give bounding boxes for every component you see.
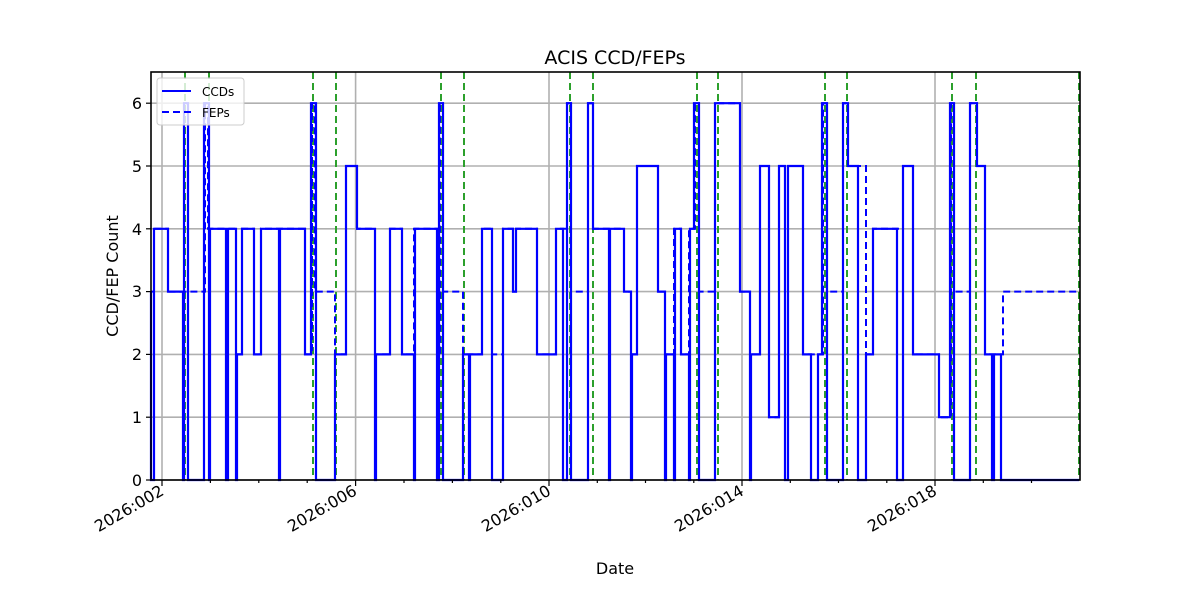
x-tick-label: 2026:014 — [671, 481, 747, 536]
grid — [151, 72, 1080, 481]
series-ccds — [149, 102, 1079, 482]
x-tick-labels: 2026:002 2026:006 2026:010 2026:014 2026… — [91, 481, 940, 536]
x-axis-label: Date — [596, 559, 634, 578]
y-axis-label: CCD/FEP Count — [103, 215, 122, 337]
plot-frame — [150, 71, 1081, 481]
y-tick-label: 4 — [132, 220, 142, 239]
x-tick-label: 2026:010 — [478, 481, 554, 536]
y-tick-label: 3 — [132, 282, 142, 301]
y-axis — [146, 102, 151, 481]
y-tick-label: 5 — [132, 157, 142, 176]
legend-label-ccds: CCDs — [202, 85, 234, 99]
y-tick-label: 6 — [132, 94, 142, 113]
y-tick-labels: 0 1 2 3 4 5 6 — [132, 94, 142, 490]
legend: CCDs FEPs — [156, 77, 245, 126]
x-tick-label: 2026:018 — [864, 481, 940, 536]
chart-title: ACIS CCD/FEPs — [544, 47, 685, 69]
x-tick-label: 2026:006 — [284, 481, 360, 536]
y-tick-label: 1 — [132, 408, 142, 427]
x-tick-label: 2026:002 — [91, 481, 167, 536]
legend-label-feps: FEPs — [202, 106, 230, 120]
y-tick-label: 2 — [132, 345, 142, 364]
x-axis — [161, 480, 1033, 486]
y-tick-label: 0 — [132, 471, 142, 490]
